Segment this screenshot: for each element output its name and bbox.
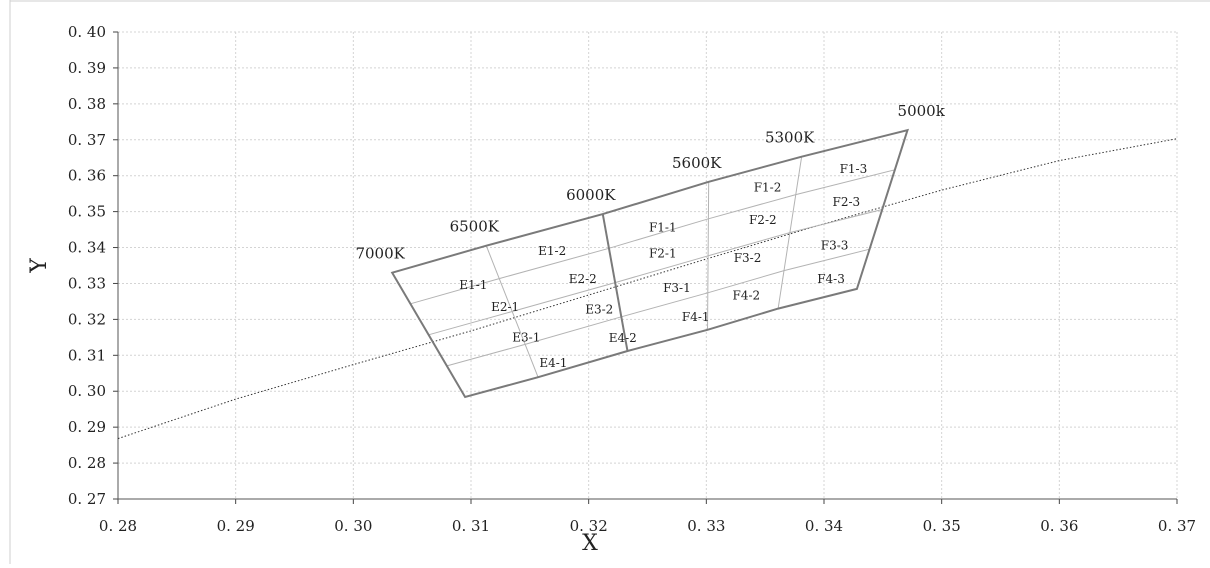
x-axis-title: X — [582, 531, 598, 556]
bin-dividers — [410, 156, 896, 378]
bin-label: F2-1 — [649, 246, 677, 260]
bin-label: F2-2 — [749, 213, 777, 227]
bin-label: E1-2 — [538, 244, 566, 258]
cct-label: 7000K — [355, 245, 405, 263]
bin-labels: E1-1 E1-2 E2-1 E2-2 E3-1 E3-2 E4-1 E4-2 F1-1 F1-2… — [459, 162, 867, 370]
x-tick-label: 0. 34 — [805, 517, 843, 535]
y-tick-label: 0. 30 — [68, 382, 106, 400]
reference-curve-line — [117, 138, 1178, 440]
x-tick-label: 0. 30 — [334, 517, 372, 535]
y-axis-title: Y — [27, 258, 52, 274]
y-tick-label: 0. 27 — [68, 490, 106, 508]
bin-label: E1-1 — [459, 278, 487, 292]
cct-label: 5300K — [765, 129, 815, 147]
bin-label: F4-2 — [733, 289, 761, 303]
axes — [113, 31, 1178, 504]
y-tick-label: 0. 31 — [68, 346, 106, 364]
bin-label: E3-2 — [585, 303, 613, 317]
bin-divider-row — [614, 209, 883, 284]
bin-divider-column — [777, 156, 803, 309]
x-tick-label: 0. 31 — [452, 517, 490, 535]
bin-label: F3-1 — [663, 281, 691, 295]
y-tick-label: 0. 36 — [68, 167, 106, 185]
bin-label: E4-1 — [539, 356, 567, 370]
x-tick-label: 0. 33 — [687, 517, 725, 535]
y-tick-label: 0. 37 — [68, 131, 106, 149]
y-tick-label: 0. 40 — [68, 23, 106, 41]
bin-label: F3-2 — [734, 251, 762, 265]
bin-divider-row — [608, 169, 896, 249]
cct-label: 5000k — [898, 102, 946, 120]
bin-label: F1-1 — [649, 220, 677, 234]
x-tick-label: 0. 36 — [1040, 517, 1078, 535]
x-tick-label: 0. 28 — [99, 517, 137, 535]
cct-label: 5600K — [672, 154, 722, 172]
y-tick-label: 0. 32 — [68, 310, 106, 328]
cct-labels: 7000K 6500K 6000K 5600K 5300K 5000k — [355, 102, 945, 263]
grid-lines — [118, 31, 1178, 499]
y-tick-label: 0. 29 — [68, 418, 106, 436]
bin-label: F1-3 — [840, 162, 868, 176]
bin-label: F4-3 — [817, 272, 845, 286]
bin-label: E4-2 — [609, 331, 637, 345]
cct-label: 6000K — [566, 186, 616, 204]
y-tick-label: 0. 28 — [68, 454, 106, 472]
bin-label: F1-2 — [754, 181, 782, 195]
x-tick-label: 0. 35 — [923, 517, 961, 535]
bin-divider-column — [707, 181, 710, 330]
y-tick-label: 0. 35 — [68, 203, 106, 221]
y-tick-label: 0. 39 — [68, 59, 106, 77]
bin-label: E3-1 — [512, 330, 540, 344]
bin-divider-row — [621, 248, 870, 318]
x-tick-label: 0. 29 — [217, 517, 255, 535]
bin-outline-polygon — [390, 128, 909, 399]
bin-label: F3-3 — [821, 239, 849, 253]
reference-curve — [117, 138, 1178, 440]
y-tick-label: 0. 38 — [68, 95, 106, 113]
bin-group-separator — [601, 213, 629, 352]
bin-divider-column — [485, 245, 539, 378]
x-tick-label: 0. 37 — [1158, 517, 1196, 535]
bin-label: E2-2 — [569, 272, 597, 286]
y-tick-label: 0. 33 — [68, 274, 106, 292]
y-tick-label: 0. 34 — [68, 239, 106, 257]
bin-label: E2-1 — [491, 300, 519, 314]
bin-outline — [390, 128, 909, 399]
bin-label: F4-1 — [682, 310, 710, 324]
x-tick-label: 0. 32 — [570, 517, 608, 535]
tick-labels: 0. 28 0. 29 0. 30 0. 31 0. 32 0. 33 0. 34 0. 35… — [68, 23, 1196, 535]
bin-label: F2-3 — [833, 195, 861, 209]
cct-label: 6500K — [450, 218, 500, 236]
